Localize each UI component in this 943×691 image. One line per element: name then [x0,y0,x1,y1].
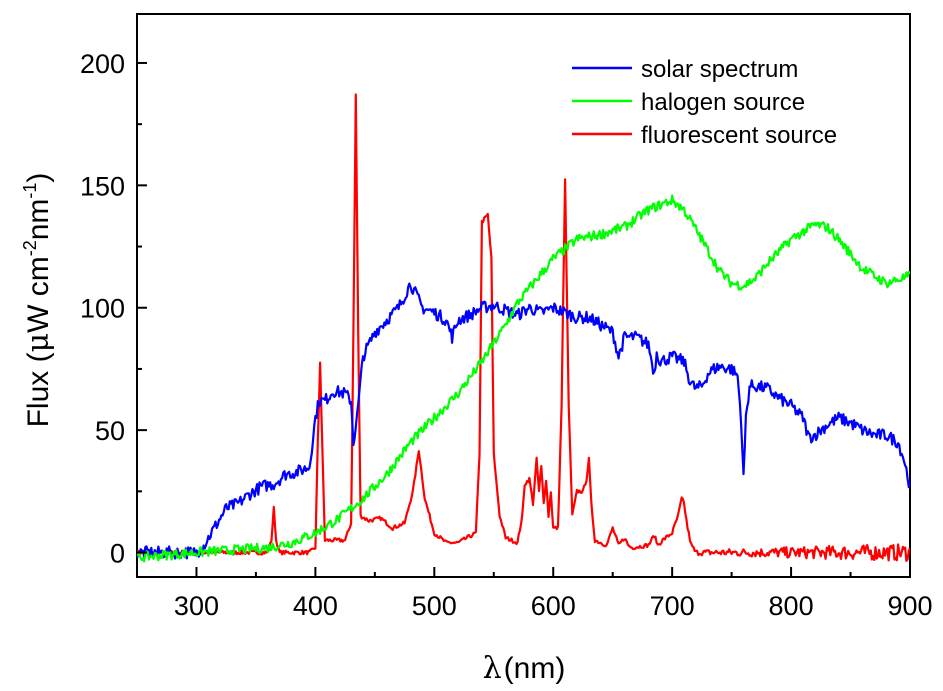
y-axis-label-prefix: Flux ( [22,352,55,427]
y-axis-label-mu: μ [21,333,56,353]
series-line-fluorescent-source [137,93,910,562]
legend-label: fluorescent source [641,122,837,149]
x-tick-label: 900 [887,591,932,621]
y-tick-label: 50 [95,416,125,446]
y-axis-label-suffix: ) [22,173,55,183]
y-tick-label: 150 [80,171,125,201]
y-axis-label-exp1: -2 [20,240,40,256]
y-tick-label: 100 [80,294,125,324]
legend: solar spectrum halogen source fluorescent … [572,56,837,149]
x-tick-label: 500 [412,591,457,621]
series-layer [137,93,910,563]
x-tick-label: 600 [531,591,576,621]
x-tick-label: 300 [174,591,219,621]
x-tick-label: 800 [769,591,814,621]
y-axis-label: Flux (μW cm-2nm-1) [20,173,56,428]
y-axis: 0 50 100 150 200 [80,49,147,569]
x-axis-label: λ(nm) [483,651,566,686]
legend-label: solar spectrum [641,56,798,83]
series-line-halogen-source [137,194,910,563]
series-line-solar-spectrum [137,282,910,560]
y-tick-label: 200 [80,49,125,79]
x-tick-label: 400 [293,591,338,621]
y-axis-label-nm: nm [22,199,55,241]
y-axis-label-w: W cm [22,256,55,333]
x-axis-label-symbol: λ [483,651,502,686]
x-axis: 300 400 500 600 700 800 900 [174,567,933,621]
y-axis-label-exp2: -1 [20,183,40,199]
legend-label: halogen source [641,89,805,116]
plot-frame [136,13,911,578]
x-tick-label: 700 [650,591,695,621]
x-axis-label-unit: (nm) [504,652,566,685]
y-tick-label: 0 [110,539,125,569]
